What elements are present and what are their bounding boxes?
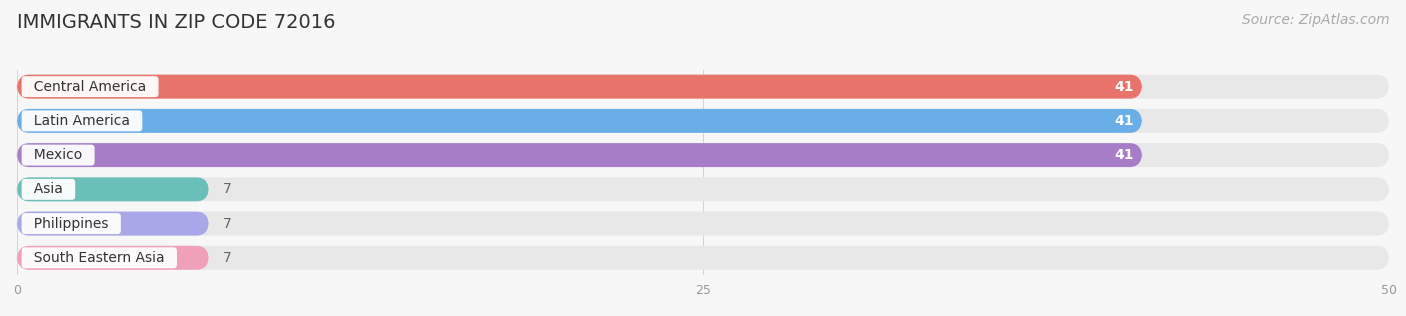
Text: Central America: Central America — [25, 80, 155, 94]
FancyBboxPatch shape — [17, 75, 1389, 99]
FancyBboxPatch shape — [17, 177, 209, 201]
FancyBboxPatch shape — [17, 109, 1142, 133]
Text: IMMIGRANTS IN ZIP CODE 72016: IMMIGRANTS IN ZIP CODE 72016 — [17, 13, 336, 32]
Text: Latin America: Latin America — [25, 114, 139, 128]
Text: South Eastern Asia: South Eastern Asia — [25, 251, 173, 265]
FancyBboxPatch shape — [17, 75, 1142, 99]
Text: Source: ZipAtlas.com: Source: ZipAtlas.com — [1241, 13, 1389, 27]
Text: 41: 41 — [1115, 114, 1133, 128]
Text: 41: 41 — [1115, 148, 1133, 162]
Text: 7: 7 — [222, 182, 232, 196]
FancyBboxPatch shape — [17, 212, 209, 235]
FancyBboxPatch shape — [17, 177, 1389, 201]
Text: 7: 7 — [222, 251, 232, 265]
FancyBboxPatch shape — [17, 246, 209, 270]
FancyBboxPatch shape — [17, 246, 1389, 270]
Text: Mexico: Mexico — [25, 148, 91, 162]
FancyBboxPatch shape — [17, 143, 1389, 167]
Text: 41: 41 — [1115, 80, 1133, 94]
FancyBboxPatch shape — [17, 143, 1142, 167]
FancyBboxPatch shape — [17, 109, 1389, 133]
Text: Asia: Asia — [25, 182, 72, 196]
FancyBboxPatch shape — [17, 212, 1389, 235]
Text: Philippines: Philippines — [25, 216, 117, 231]
Text: 7: 7 — [222, 216, 232, 231]
